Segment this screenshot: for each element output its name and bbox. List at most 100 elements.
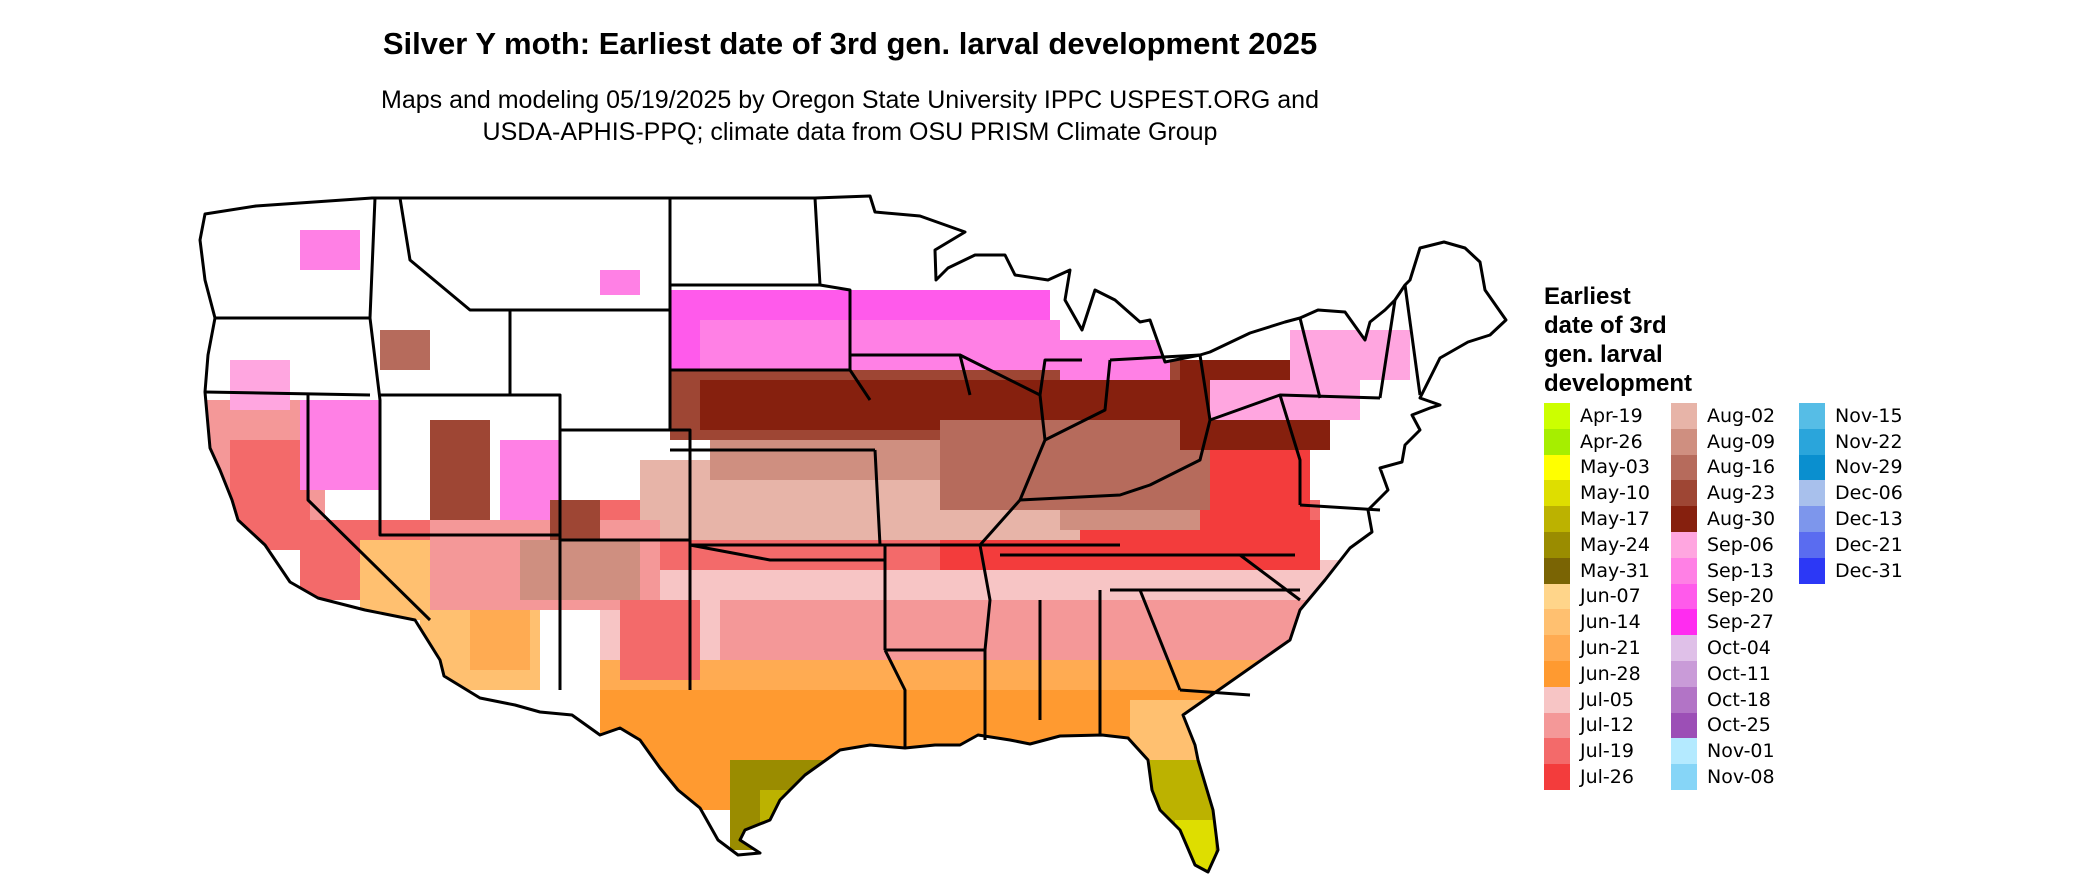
legend-label: Apr-26: [1580, 430, 1643, 453]
legend-label: Jul-12: [1580, 714, 1634, 737]
legend-swatch: [1799, 403, 1825, 429]
legend-item: Sep-13: [1671, 557, 1775, 584]
legend-label: Jun-07: [1580, 585, 1641, 608]
legend-label: Aug-02: [1707, 404, 1776, 427]
legend-item: Aug-02: [1671, 403, 1775, 429]
legend-column-3: Nov-15 Nov-22 Nov-29 Dec-06 Dec-13 Dec-21 Dec-…: [1799, 403, 1903, 584]
legend-item: Nov-29: [1799, 454, 1903, 481]
legend-swatch: [1799, 531, 1825, 558]
legend-item: Aug-30: [1671, 506, 1775, 532]
legend-label: Nov-08: [1707, 766, 1775, 789]
map-title: Silver Y moth: Earliest date of 3rd gen.…: [382, 26, 1318, 61]
subtitle-line-1: Maps and modeling 05/19/2025 by Oregon S…: [381, 86, 1319, 114]
legend-item: Oct-25: [1671, 712, 1775, 739]
legend-item: Apr-19: [1544, 403, 1650, 429]
legend-item: Jun-14: [1544, 609, 1650, 636]
legend-swatch: [1544, 557, 1570, 584]
legend-label: Aug-09: [1707, 430, 1776, 453]
legend-swatch: [1544, 764, 1570, 790]
legend-item: Nov-22: [1799, 428, 1903, 455]
legend-label: May-24: [1580, 533, 1650, 556]
legend-label: Sep-27: [1707, 611, 1774, 634]
legend-label: Dec-21: [1835, 533, 1903, 556]
legend-label: May-10: [1580, 482, 1650, 505]
legend-label: Aug-23: [1707, 482, 1776, 505]
legend-swatch: [1671, 583, 1697, 610]
legend-title-line: date of 3rd: [1544, 312, 1667, 339]
legend-swatch: [1544, 454, 1570, 481]
legend-item: Aug-16: [1671, 454, 1776, 481]
legend-label: Oct-04: [1707, 637, 1771, 660]
legend-label: Apr-19: [1580, 404, 1643, 427]
legend-item: May-24: [1544, 531, 1650, 558]
legend-label: Nov-01: [1707, 740, 1775, 763]
legend-label: Oct-18: [1707, 688, 1771, 711]
subtitle-line-2: USDA-APHIS-PPQ; climate data from OSU PR…: [482, 118, 1218, 146]
legend-item: Sep-20: [1671, 583, 1775, 610]
legend-swatch: [1544, 428, 1570, 455]
legend-label: Sep-06: [1707, 533, 1774, 556]
legend-label: Jun-14: [1580, 611, 1641, 634]
legend-swatch: [1799, 506, 1825, 532]
map-subtitle: Maps and modeling 05/19/2025 by Oregon S…: [300, 84, 1400, 148]
legend-swatch: [1671, 738, 1697, 765]
legend-label: Nov-29: [1835, 456, 1903, 479]
legend-label: Dec-31: [1835, 559, 1903, 582]
legend-label: Jul-19: [1580, 740, 1634, 763]
legend-swatch: [1671, 403, 1697, 429]
legend-item: May-10: [1544, 480, 1650, 507]
legend-swatch: [1671, 428, 1697, 455]
legend-swatch: [1544, 686, 1570, 713]
legend-title: Earliest date of 3rd gen. larval develop…: [1544, 282, 1692, 398]
legend-item: Jun-28: [1544, 660, 1650, 687]
legend-item: Aug-23: [1671, 480, 1776, 507]
legend-swatch: [1671, 660, 1697, 687]
legend-item: Jul-12: [1544, 712, 1650, 739]
legend-label: Sep-13: [1707, 559, 1774, 582]
legend-swatch: [1671, 764, 1697, 790]
legend-item: Oct-11: [1671, 660, 1775, 687]
legend-label: Oct-11: [1707, 662, 1771, 685]
legend-swatch: [1544, 403, 1570, 429]
legend-item: Dec-06: [1799, 480, 1903, 507]
legend-column-1: Apr-19 Apr-26 May-03 May-10 May-17 May-24 May-…: [1544, 403, 1650, 790]
legend-swatch: [1671, 454, 1697, 481]
legend-label: Nov-22: [1835, 430, 1903, 453]
legend-label: Aug-16: [1707, 456, 1776, 479]
us-map: [198, 194, 1508, 874]
legend-swatch: [1544, 609, 1570, 636]
legend-swatch: [1799, 557, 1825, 584]
legend-label: Sep-20: [1707, 585, 1774, 608]
legend-label: Nov-15: [1835, 404, 1903, 427]
legend-item: Sep-06: [1671, 531, 1775, 558]
legend-title-line: development: [1544, 370, 1693, 397]
legend-swatch: [1671, 609, 1697, 636]
legend-item: Dec-31: [1799, 557, 1903, 584]
state-boundaries: [198, 194, 1508, 874]
legend-swatch: [1544, 531, 1570, 558]
legend-swatch: [1671, 506, 1697, 532]
legend-swatch: [1671, 635, 1697, 661]
legend-item: Dec-13: [1799, 506, 1903, 532]
legend-item: Jul-26: [1544, 764, 1650, 790]
legend-swatch: [1799, 428, 1825, 455]
legend-item: Aug-09: [1671, 428, 1776, 455]
legend-label: Dec-06: [1835, 482, 1903, 505]
legend-label: May-31: [1580, 559, 1650, 582]
legend-item: Oct-04: [1671, 635, 1775, 661]
legend-item: Nov-08: [1671, 764, 1775, 790]
legend-swatch: [1544, 480, 1570, 507]
legend-label: Jul-05: [1580, 688, 1634, 711]
legend-item: Dec-21: [1799, 531, 1903, 558]
legend-item: May-31: [1544, 557, 1650, 584]
legend-label: May-03: [1580, 456, 1650, 479]
legend-title-line: gen. larval: [1544, 341, 1663, 368]
legend-swatch: [1544, 583, 1570, 610]
legend-label: Oct-25: [1707, 714, 1771, 737]
legend-item: Jun-07: [1544, 583, 1650, 610]
legend-swatch: [1544, 738, 1570, 765]
legend-swatch: [1671, 557, 1697, 584]
legend-swatch: [1799, 454, 1825, 481]
legend-label: Jun-28: [1580, 662, 1641, 685]
legend-swatch: [1799, 480, 1825, 507]
